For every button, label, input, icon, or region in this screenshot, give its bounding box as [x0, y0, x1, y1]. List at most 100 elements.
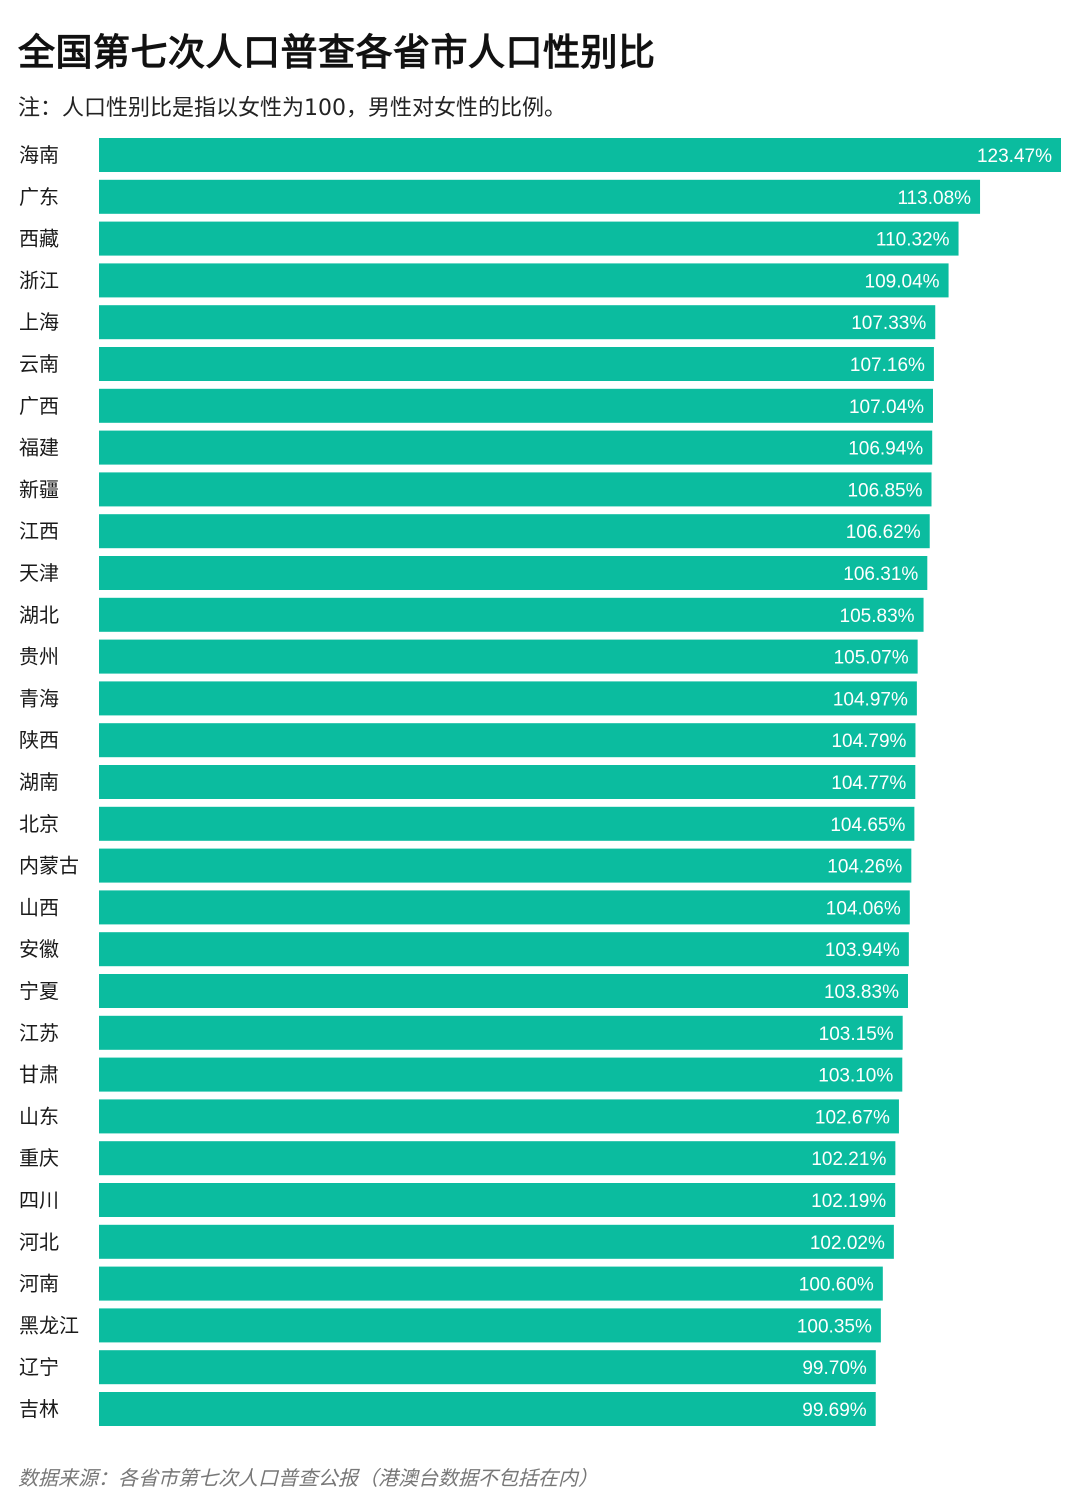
value-label: 102.02%: [810, 1233, 885, 1254]
bar: [99, 639, 918, 674]
value-label: 106.94%: [848, 439, 923, 460]
category-label: 云南: [19, 352, 59, 376]
bar: [99, 430, 933, 465]
value-label: 100.35%: [797, 1316, 872, 1337]
bar: [99, 1183, 896, 1217]
bar-row: 海南 123.47%: [19, 138, 1061, 172]
value-label: 103.94%: [825, 940, 900, 961]
bar-row: 四川 102.19%: [19, 1183, 896, 1217]
bar-row: 北京 104.65%: [19, 806, 915, 841]
value-label: 107.33%: [851, 313, 926, 334]
data-source: 数据来源：各省市第七次人口普查公报（港澳台数据不包括在内）: [18, 1466, 598, 1490]
bar: [99, 221, 959, 256]
bar: [99, 179, 981, 214]
bar-row: 云南 107.16%: [19, 347, 934, 381]
bar: [99, 681, 917, 716]
category-label: 西藏: [19, 227, 59, 251]
bar: [99, 1099, 899, 1134]
bar: [99, 597, 924, 632]
bar-row: 陕西 104.79%: [19, 723, 916, 758]
category-label: 江苏: [19, 1021, 59, 1045]
value-label: 107.16%: [850, 355, 925, 376]
bar-row: 上海 107.33%: [19, 305, 936, 340]
bar: [99, 1350, 876, 1385]
bar-row: 浙江 109.04%: [19, 263, 949, 298]
value-label: 104.79%: [831, 731, 906, 752]
category-label: 浙江: [19, 268, 59, 292]
value-label: 123.47%: [977, 146, 1052, 167]
category-label: 河南: [19, 1272, 59, 1296]
bar-row: 江西 106.62%: [19, 514, 930, 549]
value-label: 106.31%: [843, 564, 918, 585]
bar: [99, 765, 916, 799]
bar: [99, 1266, 883, 1301]
bar-row: 新疆 106.85%: [19, 472, 932, 507]
bar-row: 宁夏 103.83%: [19, 974, 908, 1008]
category-label: 吉林: [19, 1397, 59, 1421]
category-label: 北京: [19, 812, 59, 836]
bar: [99, 1224, 894, 1259]
value-label: 103.10%: [818, 1066, 893, 1087]
value-label: 105.07%: [834, 648, 909, 669]
value-label: 106.62%: [846, 522, 921, 543]
category-label: 安徽: [19, 937, 59, 961]
category-label: 内蒙古: [19, 854, 79, 878]
category-label: 山西: [19, 895, 59, 919]
bar: [99, 263, 949, 298]
value-label: 109.04%: [865, 271, 940, 292]
chart-note: 注：人口性别比是指以女性为100，男性对女性的比例。: [18, 96, 566, 121]
category-label: 湖南: [19, 770, 59, 794]
bar-row: 江苏 103.15%: [19, 1015, 903, 1050]
category-label: 广东: [19, 185, 59, 209]
bar-row: 广东 113.08%: [19, 179, 981, 214]
bar-row: 贵州 105.07%: [19, 639, 918, 674]
bar-row: 福建 106.94%: [19, 430, 933, 465]
bar: [99, 806, 915, 841]
value-label: 102.21%: [811, 1149, 886, 1170]
bar-row: 内蒙古 104.26%: [19, 848, 912, 883]
bar: [99, 1141, 896, 1176]
bar-row: 广西 107.04%: [19, 388, 933, 423]
bar: [99, 932, 909, 967]
bar-row: 河南 100.60%: [19, 1266, 883, 1301]
category-label: 青海: [19, 686, 59, 710]
category-label: 江西: [19, 519, 59, 543]
bar: [99, 514, 930, 549]
category-label: 甘肃: [19, 1063, 59, 1087]
bar: [99, 305, 936, 340]
value-label: 102.67%: [815, 1107, 890, 1128]
bar-row: 重庆 102.21%: [19, 1141, 896, 1176]
bar-row: 青海 104.97%: [19, 681, 917, 716]
bar: [99, 472, 932, 507]
category-label: 湖北: [19, 603, 59, 627]
category-label: 山东: [19, 1104, 59, 1128]
bar-row: 湖北 105.83%: [19, 597, 924, 632]
value-label: 102.19%: [811, 1191, 886, 1212]
value-label: 106.85%: [847, 480, 922, 501]
bar-row: 山西 104.06%: [19, 890, 910, 925]
category-label: 四川: [19, 1188, 59, 1212]
bar: [99, 138, 1061, 172]
value-label: 107.04%: [849, 397, 924, 418]
bar-row: 辽宁 99.70%: [19, 1350, 876, 1385]
category-label: 河北: [19, 1230, 59, 1254]
bar: [99, 848, 912, 883]
value-label: 99.69%: [802, 1400, 867, 1421]
category-label: 宁夏: [19, 979, 59, 1003]
bar-row: 湖南 104.77%: [19, 765, 916, 799]
bar: [99, 974, 908, 1008]
value-label: 99.70%: [802, 1358, 867, 1379]
bar-row: 吉林 99.69%: [19, 1392, 876, 1426]
value-label: 104.97%: [833, 689, 908, 710]
bar: [99, 556, 928, 590]
bar: [99, 1308, 881, 1343]
category-label: 贵州: [19, 645, 59, 669]
bar: [99, 890, 910, 925]
bar: [99, 347, 934, 381]
value-label: 100.60%: [799, 1275, 874, 1296]
chart-title: 全国第七次人口普查各省市人口性别比: [18, 31, 656, 74]
bar: [99, 388, 933, 423]
bar-row: 安徽 103.94%: [19, 932, 909, 967]
category-label: 福建: [19, 436, 59, 460]
category-label: 辽宁: [19, 1355, 59, 1379]
